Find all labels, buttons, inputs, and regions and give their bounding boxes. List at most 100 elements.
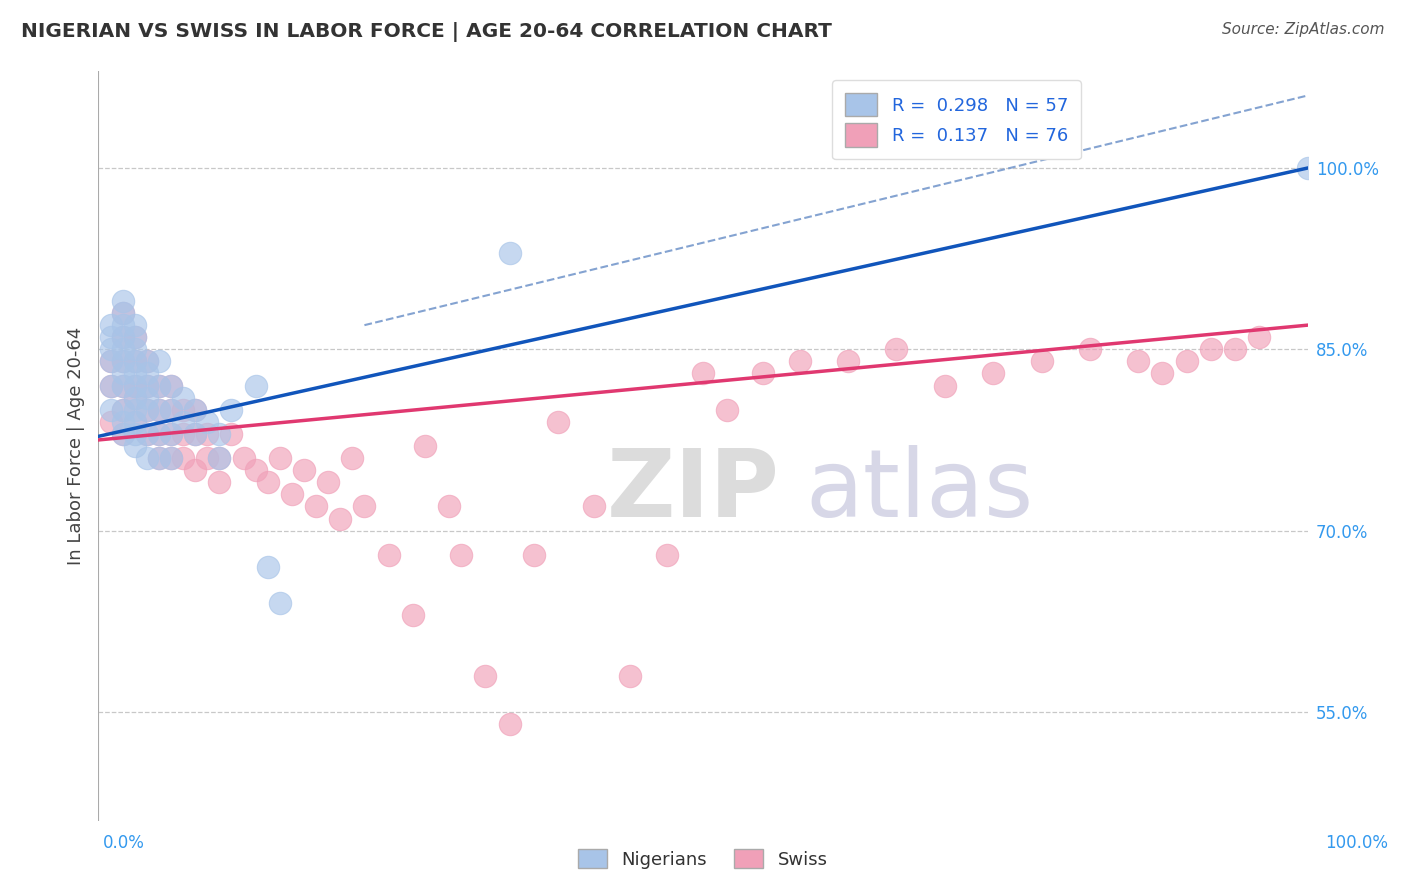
Point [1296, 161, 1319, 175]
Point [111, 402, 134, 417]
Point [498, 245, 520, 260]
Point [208, 426, 231, 441]
Point [148, 426, 170, 441]
Point [111, 367, 134, 381]
Point [655, 548, 678, 562]
Point [245, 378, 267, 392]
Point [135, 451, 157, 466]
Point [160, 451, 183, 466]
Point [886, 343, 908, 357]
Point [160, 426, 183, 441]
Point [100, 415, 122, 429]
Point [316, 475, 339, 490]
Point [100, 402, 122, 417]
Point [232, 451, 254, 466]
Point [124, 318, 146, 333]
Point [100, 354, 122, 368]
Point [111, 330, 134, 344]
Point [245, 463, 267, 477]
Point [148, 451, 170, 466]
Point [1078, 343, 1101, 357]
Point [221, 426, 243, 441]
Point [124, 378, 146, 392]
Point [172, 451, 194, 466]
Point [124, 343, 146, 357]
Point [256, 475, 278, 490]
Point [135, 402, 157, 417]
Point [135, 354, 157, 368]
Point [148, 451, 170, 466]
Point [184, 402, 207, 417]
Point [111, 378, 134, 392]
Point [124, 391, 146, 405]
Point [148, 402, 170, 417]
Point [281, 487, 304, 501]
Legend: Nigerians, Swiss: Nigerians, Swiss [571, 842, 835, 876]
Point [100, 318, 122, 333]
Point [342, 451, 364, 466]
Point [160, 402, 183, 417]
Point [172, 402, 194, 417]
Point [172, 391, 194, 405]
Point [135, 367, 157, 381]
Point [450, 548, 472, 562]
Point [437, 500, 460, 514]
Text: 0.0%: 0.0% [103, 834, 145, 852]
Point [100, 378, 122, 392]
Point [498, 717, 520, 731]
Point [111, 354, 134, 368]
Point [124, 330, 146, 344]
Point [135, 426, 157, 441]
Point [124, 415, 146, 429]
Point [124, 354, 146, 368]
Point [100, 330, 122, 344]
Point [752, 367, 775, 381]
Point [619, 668, 641, 682]
Point [195, 451, 218, 466]
Point [148, 378, 170, 392]
Point [160, 451, 183, 466]
Point [160, 426, 183, 441]
Legend: R =  0.298   N = 57, R =  0.137   N = 76: R = 0.298 N = 57, R = 0.137 N = 76 [832, 80, 1081, 160]
Point [172, 426, 194, 441]
Point [837, 354, 859, 368]
Point [716, 402, 738, 417]
Point [135, 378, 157, 392]
Point [111, 306, 134, 320]
Point [111, 415, 134, 429]
Point [172, 415, 194, 429]
Point [124, 402, 146, 417]
Point [135, 378, 157, 392]
Text: ZIP: ZIP [606, 445, 779, 537]
Point [184, 463, 207, 477]
Point [111, 343, 134, 357]
Text: 100.0%: 100.0% [1326, 834, 1388, 852]
Point [111, 354, 134, 368]
Point [111, 306, 134, 320]
Point [111, 330, 134, 344]
Point [111, 426, 134, 441]
Point [184, 426, 207, 441]
Point [195, 415, 218, 429]
Point [148, 378, 170, 392]
Point [184, 402, 207, 417]
Point [100, 378, 122, 392]
Point [111, 402, 134, 417]
Point [148, 402, 170, 417]
Point [305, 500, 328, 514]
Point [100, 343, 122, 357]
Text: Source: ZipAtlas.com: Source: ZipAtlas.com [1222, 22, 1385, 37]
Text: atlas: atlas [806, 445, 1033, 537]
Point [1249, 330, 1271, 344]
Point [148, 354, 170, 368]
Point [135, 391, 157, 405]
Point [124, 330, 146, 344]
Point [269, 596, 291, 610]
Point [111, 293, 134, 308]
Point [1175, 354, 1198, 368]
Point [124, 378, 146, 392]
Point [1128, 354, 1150, 368]
Point [135, 402, 157, 417]
Point [1031, 354, 1053, 368]
Point [474, 668, 496, 682]
